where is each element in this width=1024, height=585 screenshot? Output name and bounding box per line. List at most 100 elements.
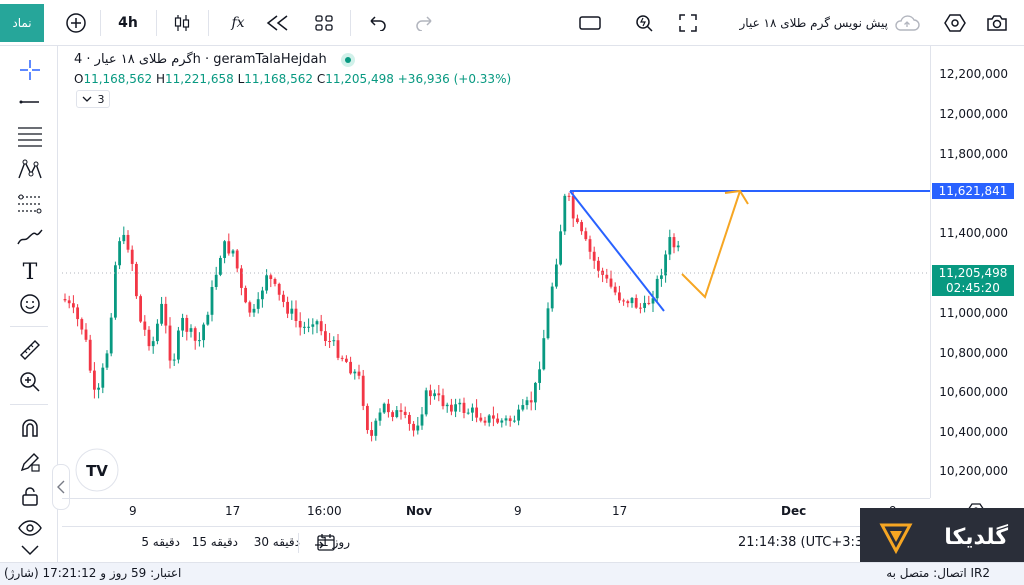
candle-body [84, 329, 88, 340]
chevron-down-icon [82, 96, 91, 102]
replay-button[interactable] [262, 9, 294, 37]
candle-body [109, 317, 113, 354]
magnet-tool[interactable] [14, 414, 46, 442]
candle-body [105, 353, 109, 368]
brand-name: گلدیکا [944, 524, 1008, 550]
emoji-tool[interactable] [14, 290, 46, 318]
redo-icon [416, 16, 432, 31]
candle-body [676, 245, 680, 248]
candle-body [403, 411, 407, 415]
clock[interactable]: 21:14:38 (UTC+3:30) [738, 535, 877, 550]
candle-body [479, 417, 483, 421]
trend-line[interactable] [569, 190, 665, 312]
cloud-save-button[interactable] [892, 9, 922, 37]
candle-body [441, 395, 445, 407]
tradingview-logo[interactable]: TV [75, 448, 119, 492]
connection-status: اتصال: متصل به IR2 [886, 566, 990, 580]
candle-body [93, 370, 96, 390]
price-tick: 10,600,000 [939, 385, 1008, 399]
symbol-button[interactable]: نماد [0, 4, 44, 42]
candle-body [101, 367, 105, 388]
price-chart[interactable]: TV [62, 46, 930, 498]
candle-body [114, 265, 117, 318]
candle-body [126, 234, 130, 250]
candle-body [324, 331, 327, 342]
candle-body [223, 241, 226, 258]
quick-search-button[interactable] [630, 9, 658, 37]
measure-tool[interactable] [14, 336, 46, 364]
fib-tool[interactable] [14, 122, 46, 150]
candle-body [198, 340, 201, 342]
candle-body [634, 297, 638, 308]
candle-body [345, 358, 348, 362]
indicators-count: 3 [97, 92, 105, 106]
grid-icon [315, 15, 333, 31]
time-axis[interactable]: 9 17 16:00 Nov 9 17 Dec 9 [62, 498, 930, 522]
candle-body [151, 341, 155, 347]
candle-body [445, 404, 449, 407]
price-tick: 10,200,000 [939, 464, 1008, 478]
screenshot-button[interactable] [982, 9, 1012, 37]
interval-button[interactable]: 4h [118, 15, 138, 31]
more-tools-button[interactable] [14, 540, 46, 560]
candle-body [664, 254, 667, 276]
visibility-tool[interactable] [14, 514, 46, 542]
expand-button[interactable] [674, 9, 702, 37]
fullscreen-toggle-button[interactable] [576, 9, 604, 37]
prediction-tool[interactable] [14, 190, 46, 218]
candle-body [80, 319, 84, 330]
price-tick: 11,000,000 [939, 306, 1008, 320]
brush-icon [17, 229, 43, 245]
indicators-collapse-button[interactable]: 3 [76, 90, 110, 108]
candle-body [189, 328, 193, 332]
redo-button[interactable] [410, 9, 438, 37]
chart-type-button[interactable] [168, 9, 196, 37]
candle-body [382, 403, 386, 413]
range-button-5m[interactable]: دقیقه 5 [141, 535, 180, 549]
layout-button[interactable] [310, 9, 338, 37]
drawing-toolbar: T [0, 46, 58, 565]
candle-body [160, 303, 163, 324]
candle-body [483, 420, 487, 423]
low-key: L [237, 72, 245, 86]
time-tick: 16:00 [307, 504, 342, 518]
crosshair-tool[interactable] [14, 56, 46, 84]
range-button-15m[interactable]: دقیقه 15 [191, 535, 238, 549]
projection-path[interactable] [681, 190, 741, 299]
lock-tool[interactable] [14, 482, 46, 510]
settings-button[interactable] [940, 9, 970, 37]
divider [350, 10, 351, 36]
candle-body [605, 274, 609, 279]
lock-drawings-tool[interactable] [14, 448, 46, 476]
add-symbol-button[interactable] [62, 9, 90, 37]
range-button-30m[interactable]: دقیقه 30 [253, 535, 300, 549]
price-axis[interactable]: 12,200,000 12,000,000 11,800,000 11,400,… [930, 46, 1024, 498]
candle-body [139, 296, 142, 322]
trendline-tool[interactable] [14, 88, 46, 116]
candle-body [353, 371, 357, 374]
zoom-in-icon [20, 372, 40, 392]
candle-body [672, 237, 676, 248]
lock-icon [22, 487, 38, 506]
candle-body [626, 301, 630, 304]
candle-body [613, 286, 617, 293]
open-value: 11,168,562 [83, 72, 153, 86]
candle-body [622, 300, 625, 302]
candle-body [504, 418, 508, 421]
candle-body [76, 307, 79, 320]
goto-date-button[interactable] [314, 532, 338, 554]
candle-body [256, 299, 260, 309]
candle-body [655, 278, 659, 299]
candle-body [597, 260, 600, 271]
brush-tool[interactable] [14, 224, 46, 252]
undo-button[interactable] [364, 9, 392, 37]
zoom-tool[interactable] [14, 368, 46, 396]
price-tick: 12,200,000 [939, 67, 1008, 81]
candle-body [420, 414, 424, 426]
time-tick: 9 [514, 504, 522, 518]
indicators-button[interactable]: fx [231, 15, 245, 31]
candle-body [340, 357, 344, 359]
pattern-tool[interactable] [14, 156, 46, 184]
candle-body [290, 308, 294, 314]
text-tool[interactable]: T [14, 258, 46, 286]
